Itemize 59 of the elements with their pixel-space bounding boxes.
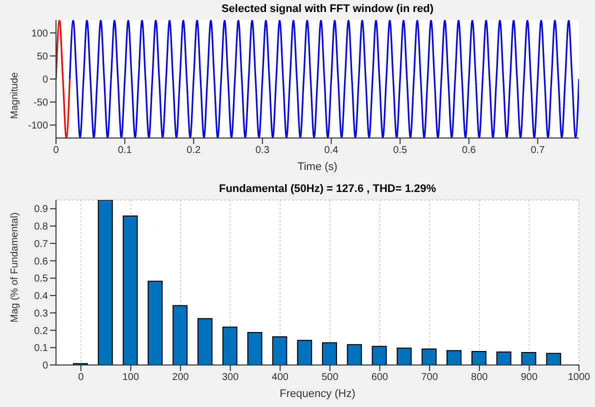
- bar: [496, 351, 512, 365]
- y-axis-title: Magnitude: [10, 72, 21, 119]
- x-tick-label: 0.4: [324, 145, 339, 156]
- y-tick-label: 50: [36, 52, 48, 63]
- bar: [346, 344, 362, 365]
- x-tick-label: 300: [222, 372, 240, 384]
- y-tick-label: 0: [42, 360, 48, 372]
- bar: [396, 348, 412, 365]
- y-tick-label: 0.9: [34, 204, 48, 216]
- bar: [148, 280, 163, 365]
- x-tick-label: 100: [122, 372, 140, 384]
- x-tick-label: 400: [272, 372, 289, 384]
- y-tick-label: 0.5: [34, 274, 48, 285]
- bar: [546, 352, 562, 365]
- bar: [297, 340, 312, 365]
- bar: [272, 336, 288, 365]
- bar: [471, 350, 486, 365]
- y-tick-label: -100: [28, 120, 48, 132]
- bar: [222, 326, 238, 365]
- bar: [98, 200, 113, 365]
- bar: [322, 342, 337, 365]
- x-tick-label: 0.7: [530, 145, 546, 156]
- x-tick-label: 800: [471, 372, 488, 384]
- x-tick-label: 1000: [568, 372, 591, 384]
- x-tick-label: 900: [520, 372, 538, 384]
- y-tick-label: 0: [42, 74, 48, 86]
- bar: [197, 318, 212, 365]
- y-tick-label: 0.8: [34, 222, 48, 233]
- bar: [172, 305, 188, 365]
- bar: [521, 352, 536, 365]
- y-tick-label: -50: [34, 98, 48, 109]
- y-tick-label: 0.2: [34, 326, 48, 337]
- bar: [372, 346, 387, 365]
- bar: [122, 215, 138, 365]
- x-tick-label: 0: [78, 372, 84, 384]
- x-tick-label: 0: [53, 145, 60, 156]
- x-tick-label: 200: [172, 372, 190, 384]
- x-tick-label: 0.3: [255, 145, 270, 156]
- y-tick-label: 0.7: [34, 238, 48, 250]
- bar: [446, 350, 462, 365]
- y-tick-label: 0.3: [34, 308, 48, 320]
- y-tick-label: 0.6: [34, 256, 48, 268]
- y-tick-label: 100: [31, 28, 48, 40]
- y-tick-label: 0.4: [34, 291, 48, 302]
- chart-title: Fundamental (50Hz) = 127.6 , THD= 1.29%: [218, 183, 438, 195]
- x-tick-label: 0.2: [186, 145, 202, 156]
- x-tick-label: 500: [322, 372, 339, 384]
- x-tick-label: 600: [371, 372, 389, 384]
- x-axis-title: Frequency (Hz): [280, 388, 356, 400]
- chart-title: Selected signal with FFT window (in red): [220, 3, 435, 15]
- y-tick-label: 0.1: [34, 343, 48, 354]
- x-tick-label: 700: [421, 372, 438, 384]
- bar: [422, 348, 437, 365]
- x-tick-label: 0.1: [118, 145, 132, 156]
- x-axis-title: Time (s): [298, 161, 338, 173]
- x-tick-label: 0.6: [462, 145, 476, 156]
- bar: [247, 332, 262, 365]
- x-tick-label: 0.5: [393, 145, 408, 156]
- y-axis-title: Mag (% of Fundamental): [10, 212, 21, 322]
